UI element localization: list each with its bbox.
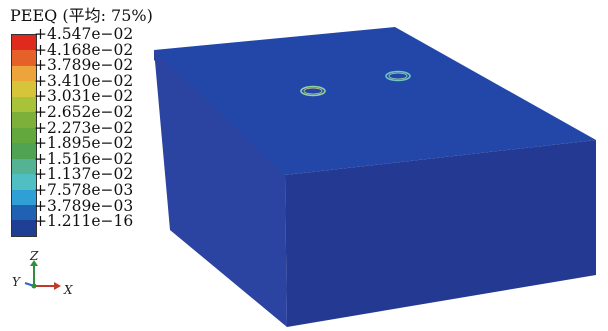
legend-swatch-2 — [12, 50, 36, 66]
legend-swatch-4 — [12, 81, 36, 97]
triad-y-label: Y — [12, 275, 21, 289]
legend-label-6: +2.652e−02 — [34, 103, 134, 121]
legend-label-13: +1.211e−16 — [34, 212, 134, 231]
triad-origin — [31, 283, 37, 289]
legend-swatch-12 — [12, 204, 36, 221]
block-front-face — [285, 140, 596, 327]
legend-swatch-3 — [12, 65, 36, 82]
strain-ring-left — [300, 85, 326, 97]
axis-triad[interactable]: Z Y X — [10, 250, 90, 300]
block-top-face — [154, 27, 596, 175]
strain-ring-right-inner — [388, 72, 408, 80]
legend-swatch-11 — [12, 189, 36, 205]
legend-swatch-1 — [12, 35, 36, 51]
legend-label-12: +3.789e−03 — [34, 196, 134, 215]
legend-swatch-13 — [12, 220, 36, 236]
legend-label-4: +3.410e−02 — [34, 71, 134, 90]
triad-z-label: Z — [29, 250, 39, 263]
triad-x-label: X — [63, 283, 73, 297]
block-side-face — [154, 50, 287, 327]
strain-ring-left-inner — [303, 87, 323, 95]
legend-label-8: +1.895e−02 — [34, 134, 134, 153]
legend-swatch-7 — [12, 127, 36, 144]
triad-z-arrow — [30, 260, 38, 266]
legend-swatch-10 — [12, 174, 36, 190]
legend-label-1: +4.547e−02 — [34, 25, 134, 43]
triad-x-arrow — [54, 282, 61, 290]
legend-label-10: +1.137e−02 — [34, 165, 134, 184]
legend-label-11: +7.578e−03 — [34, 181, 134, 199]
legend-label-9: +1.516e−02 — [34, 149, 134, 168]
strain-ring-right — [385, 70, 411, 82]
legend-label-2: +4.168e−02 — [34, 40, 134, 59]
legend-swatch-6 — [12, 112, 36, 128]
legend-swatch-8 — [12, 143, 36, 159]
legend-title: PEEQ (平均: 75%) — [10, 6, 153, 25]
legend-swatch-9 — [12, 158, 36, 175]
legend-colorbar — [11, 34, 37, 237]
legend-label-5: +3.031e−02 — [34, 87, 134, 106]
legend-label-7: +2.273e−02 — [34, 118, 134, 137]
legend-label-3: +3.789e−02 — [34, 56, 134, 75]
legend-swatch-5 — [12, 96, 36, 113]
